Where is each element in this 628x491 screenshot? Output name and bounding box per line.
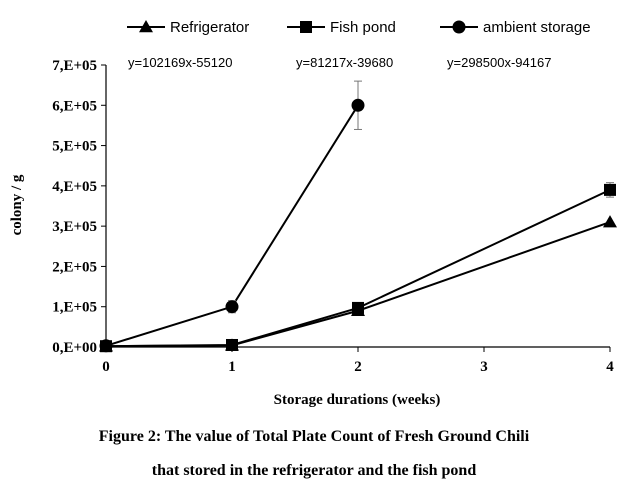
data-point-fish-pond	[352, 301, 364, 314]
x-tick-label: 3	[480, 359, 488, 375]
x-tick-label: 4	[606, 359, 614, 375]
legend-entry-fish-pond: Fish pond	[287, 19, 396, 36]
series-ambient-storage	[99, 80, 365, 353]
legend-entry-ambient-storage: ambient storage	[440, 19, 591, 36]
y-tick-label: 0,E+00	[52, 340, 97, 356]
legend-entry-refrigerator: Refrigerator	[127, 19, 249, 36]
trendline-equation: y=81217x-39680	[296, 55, 393, 70]
y-tick-label: 1,E+05	[52, 300, 97, 316]
y-tick-label: 6,E+05	[52, 98, 97, 114]
y-tick-label: 4,E+05	[52, 179, 97, 195]
legend-marker	[452, 20, 466, 34]
series-line-fish-pond	[105, 188, 611, 348]
data-point-ambient-storage	[99, 339, 113, 353]
trendline-equation: y=298500x-94167	[447, 55, 551, 70]
data-point-ambient-storage	[225, 300, 239, 314]
series-fish-pond	[100, 182, 616, 353]
y-tick-label: 7,E+05	[52, 58, 97, 74]
series-line-refrigerator	[105, 221, 611, 348]
chart: Refrigerator Fish pond ambient storage y=1…	[9, 19, 617, 408]
x-tick-label: 0	[102, 359, 110, 375]
legend-label: ambient storage	[483, 19, 591, 36]
trendline-equation: y=102169x-55120	[128, 55, 232, 70]
axes: 0,E+00 1,E+05 2,E+05 3,E+05 4,E+05 5,E+05 6,E+…	[52, 58, 614, 375]
x-tick-label: 2	[354, 359, 362, 375]
x-tick-label: 1	[228, 359, 236, 375]
y-tick-label: 3,E+05	[52, 219, 97, 235]
legend-label: Fish pond	[330, 19, 396, 36]
data-point-ambient-storage	[351, 98, 365, 112]
figure-caption-line-1: Figure 2: The value of Total Plate Count…	[98, 428, 530, 445]
legend-marker	[300, 21, 312, 33]
data-point-fish-pond	[604, 183, 616, 196]
y-tick-label: 5,E+05	[52, 139, 97, 155]
x-axis-title: Storage durations (weeks)	[274, 392, 441, 408]
y-tick-label: 2,E+05	[52, 259, 97, 275]
legend: Refrigerator Fish pond ambient storage	[127, 19, 591, 36]
legend-marker	[139, 20, 153, 33]
plot-area	[99, 80, 617, 353]
data-point-refrigerator	[603, 215, 617, 228]
equations: y=102169x-55120 y=81217x-39680 y=298500x-9…	[128, 55, 551, 70]
figure-caption-line-2: that stored in the refrigerator and the …	[151, 462, 477, 479]
data-point-fish-pond	[226, 338, 238, 351]
legend-label: Refrigerator	[170, 19, 249, 36]
series-refrigerator	[99, 215, 617, 352]
y-axis-title: colony / g	[9, 174, 25, 235]
